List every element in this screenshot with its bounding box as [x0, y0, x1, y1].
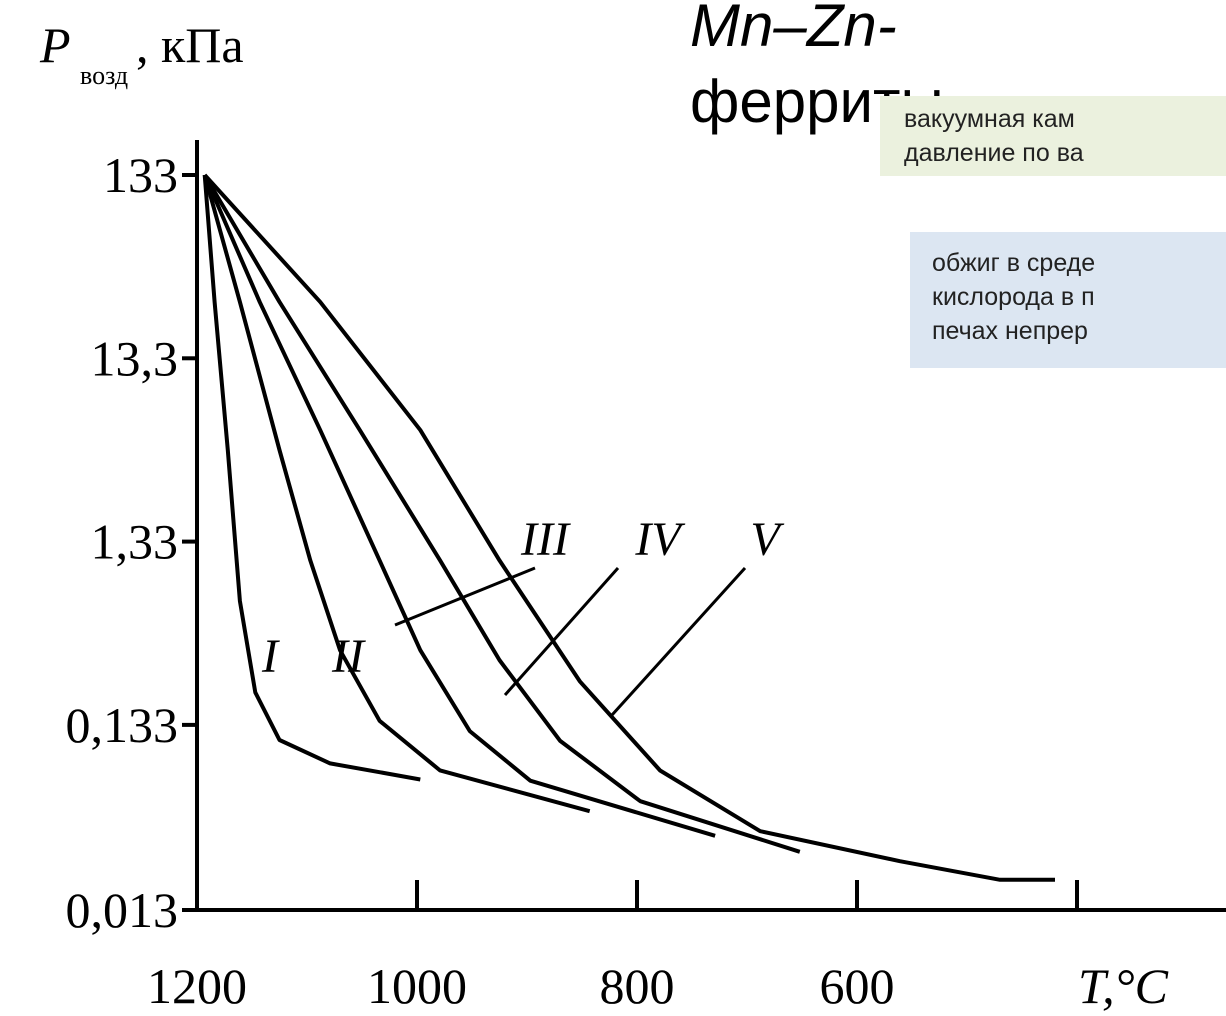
y-tick-label: 13,3	[91, 330, 179, 386]
y-label-symbol: P	[39, 17, 71, 73]
note-line: вакуумная кам	[904, 105, 1075, 133]
curve-label: V	[750, 513, 784, 566]
y-tick-label: 133	[103, 147, 178, 203]
title-part: Mn–Zn-	[690, 0, 897, 59]
note-line: кислорода в п	[932, 283, 1095, 311]
curve-label: I	[261, 630, 280, 683]
y-label-unit: , кПа	[136, 17, 244, 73]
leader-line	[394, 566, 536, 627]
note-box: вакуумная кам давление по ва	[880, 96, 1226, 176]
note-line: давление по ва	[904, 139, 1084, 167]
curve-label: II	[331, 630, 366, 683]
y-label-subscript: возд	[80, 61, 128, 90]
curve	[202, 173, 801, 854]
y-tick-label: 0,013	[66, 882, 179, 938]
note-box: обжиг в среде кислорода в п печах непрер	[910, 232, 1226, 368]
curve-label: IV	[634, 513, 685, 566]
curve	[203, 173, 1055, 882]
curve-label: III	[520, 513, 571, 566]
curve	[202, 174, 591, 814]
y-tick-label: 1,33	[91, 514, 179, 570]
leader-line	[503, 567, 620, 696]
x-label: T,°C	[1078, 958, 1169, 1014]
x-tick-label: 800	[600, 958, 675, 1014]
x-tick-label: 1200	[147, 958, 247, 1014]
x-tick-label: 600	[820, 958, 895, 1014]
x-tick-label: 1000	[367, 958, 467, 1014]
note-line: печах непрер	[932, 317, 1088, 345]
curve	[202, 174, 716, 838]
y-tick-label: 0,133	[66, 697, 179, 753]
curve	[202, 174, 421, 782]
note-line: обжиг в среде	[932, 249, 1096, 277]
leader-line	[610, 566, 747, 717]
